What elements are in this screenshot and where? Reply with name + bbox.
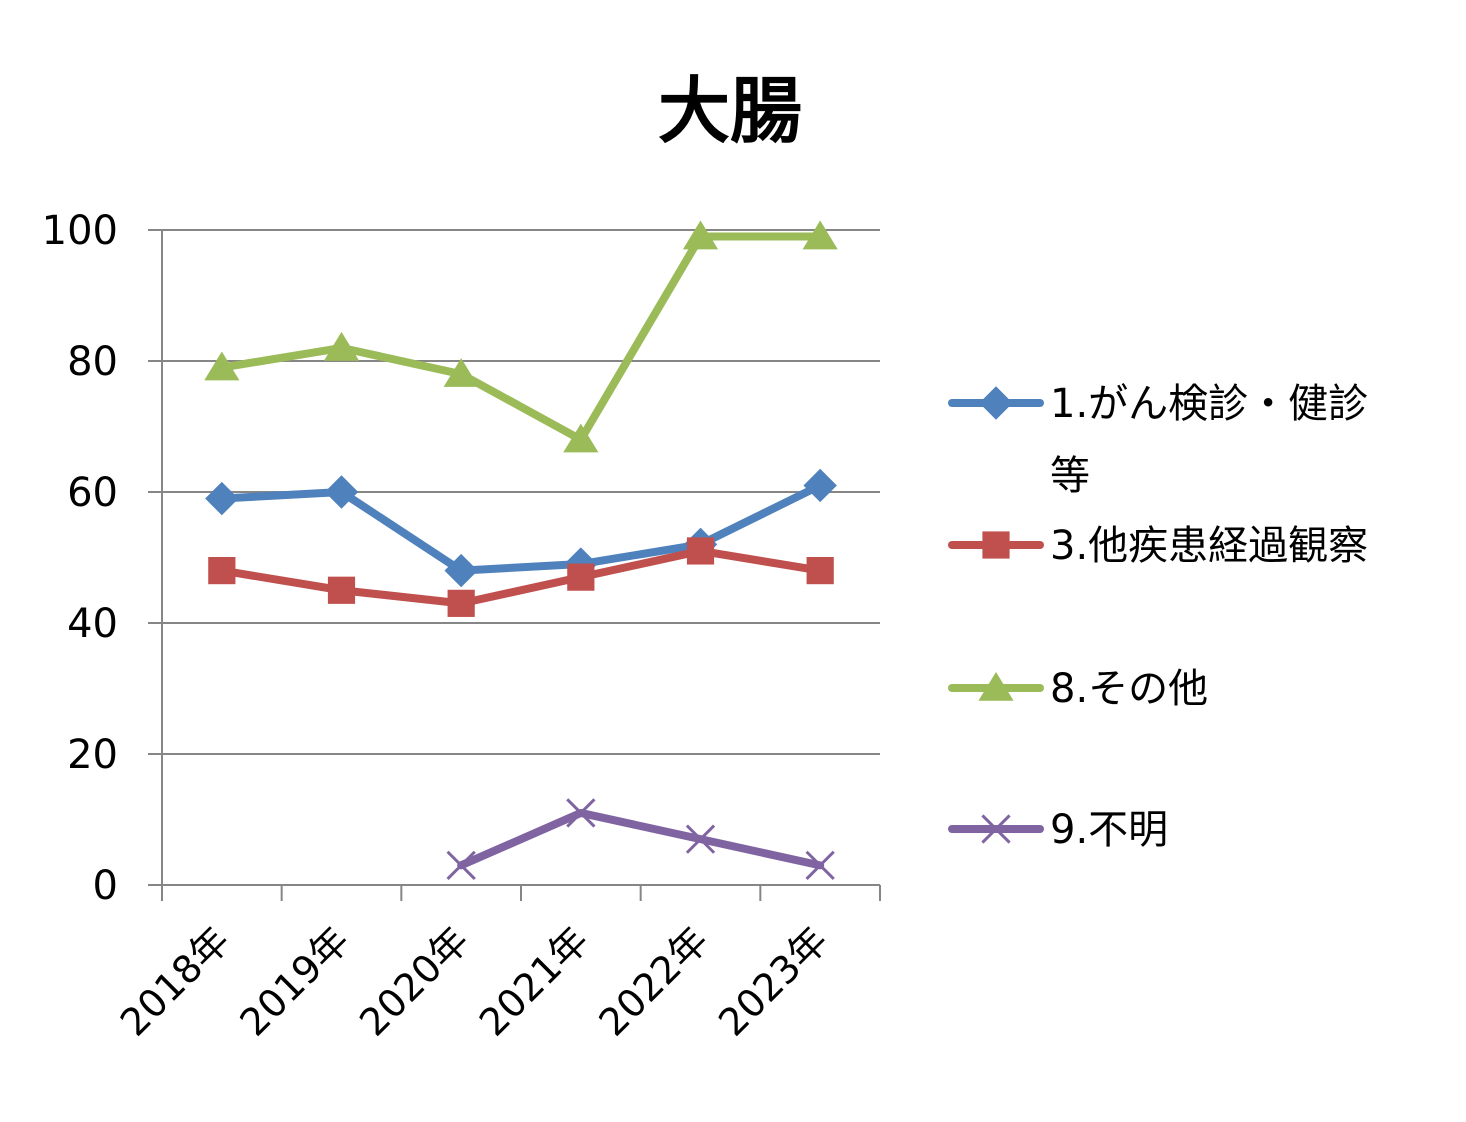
x-tick-label: 2020年 [351,918,477,1044]
series-layer [204,220,838,881]
x-tick-label: 2018年 [112,918,238,1044]
series-1 [205,468,837,588]
series-2 [208,537,834,617]
series-4 [446,798,835,881]
series-line [217,546,825,608]
legend-item-2: 3.他疾患経過観察 [948,523,1368,569]
y-tick-label: 20 [67,732,118,778]
series-line [217,232,825,444]
chart-title: 大腸 [658,69,802,153]
data-point [567,563,595,591]
legend-item-3: 8.その他 [948,666,1208,712]
data-point [324,475,359,509]
y-tick-label: 60 [67,470,118,516]
series-line [457,808,825,870]
data-point [802,220,838,250]
data-point [443,358,479,387]
data-point [685,824,716,854]
series-line [217,481,825,575]
y-tick-label: 80 [67,339,118,385]
marker-x-stroke [805,850,835,881]
x-tick-label: 2023年 [710,918,836,1044]
data-point [446,850,476,881]
marker-x-stroke [685,824,716,854]
legend-item-1: 1.がん検診・健診等 [948,381,1368,499]
legend-label: 等 [1050,453,1090,499]
data-point [327,576,356,604]
x-tick-label: 2021年 [471,918,597,1044]
legend-label: 3.他疾患経過観察 [1050,523,1368,569]
data-point [806,557,834,585]
legend-label: 9.不明 [1050,807,1168,853]
legend-label: 8.その他 [1050,666,1208,712]
marker-x-stroke [446,850,476,881]
data-point [444,553,478,588]
y-tick-label: 100 [42,208,118,254]
data-point [208,557,236,585]
marker-x-stroke [981,814,1011,844]
data-point [566,798,596,828]
legend: 1.がん検診・健診等 3.他疾患経過観察 8.その他 9.不明 [948,381,1368,853]
data-point [563,423,599,453]
y-tick-label: 40 [67,601,118,647]
marker-x [981,814,1011,844]
x-tick-label: 2019年 [231,918,357,1044]
data-point [205,481,239,516]
data-point [686,537,715,565]
data-point [682,220,719,250]
y-tick-label: 0 [93,863,118,909]
data-point [323,331,360,361]
data-point [447,589,475,617]
legend-label: 1.がん検診・健診 [1050,381,1368,427]
marker-square [982,531,1010,559]
data-point [204,351,240,381]
data-point [803,468,837,503]
axes: 0 20 40 60 80 100 2018年2019年2020年2021年2022年202… [42,208,881,1045]
legend-item-4: 9.不明 [948,807,1168,853]
data-point [805,850,835,881]
marker-triangle [978,672,1014,701]
series-3 [204,220,838,453]
marker-diamond [979,386,1013,420]
marker-x-stroke [566,798,596,828]
x-tick-label: 2022年 [590,918,716,1044]
